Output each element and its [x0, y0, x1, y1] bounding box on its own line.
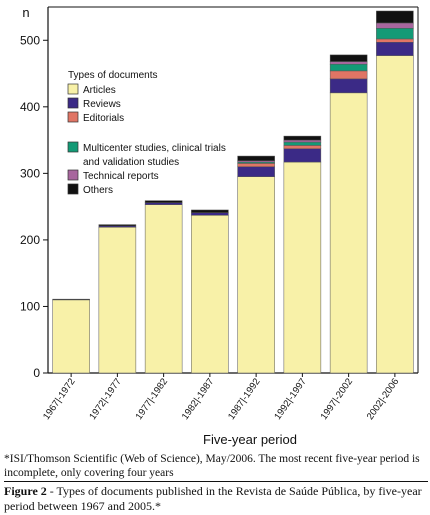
y-tick-label: 300 [20, 166, 40, 180]
bar-segment [376, 42, 414, 56]
bar-segment [283, 139, 322, 143]
legend-entry: Articles [83, 85, 116, 96]
x-tick-label: 1977|-1982 [134, 376, 170, 422]
y-tick-label: 0 [33, 366, 40, 380]
bar-segment [191, 212, 229, 216]
bar-segment [283, 141, 322, 146]
legend-swatch [67, 111, 79, 123]
bar-segment [237, 176, 275, 374]
legend-swatch [67, 141, 79, 153]
bar-segment [144, 200, 183, 203]
y-tick-label: 500 [20, 33, 40, 47]
bar-segment [283, 161, 322, 374]
bar-segment [237, 166, 275, 177]
x-tick-label: 1967|-1972 [41, 376, 77, 422]
x-tick-label: 1992|-1997 [272, 376, 308, 422]
x-tick-label: 1972|-1977 [87, 376, 123, 422]
legend: Types of documents Articles Reviews Editori… [67, 70, 226, 196]
bar-segment [237, 163, 275, 167]
bar-segment [283, 148, 322, 163]
bar-segment [283, 145, 322, 149]
bar-segment [144, 204, 183, 374]
bar-segment [329, 61, 368, 65]
legend-entry: Reviews [83, 99, 121, 110]
bar-segment [237, 155, 275, 161]
bar-segment [98, 227, 137, 374]
x-tick-label: 2002|-2006 [365, 376, 401, 422]
legend-title: Types of documents [68, 70, 158, 81]
caption-divider [4, 481, 428, 482]
legend-swatch [67, 169, 79, 181]
bar-segment [52, 298, 90, 301]
bar-segment [329, 78, 368, 94]
bar-segment [98, 224, 137, 227]
y-tick-label: 100 [20, 299, 40, 313]
x-tick-label: 1982|-1987 [180, 376, 216, 422]
bar-segment [376, 55, 414, 374]
footnote: *ISI/Thomson Scientific (Web of Science)… [4, 453, 420, 479]
legend-entry: Technical reports [83, 171, 159, 182]
bar-segment [329, 63, 368, 72]
bar-segment [376, 28, 414, 40]
x-tick-label: 1987|-1992 [226, 376, 262, 422]
legend-entry: Multicenter studies, clinical trials [83, 143, 226, 154]
legend-swatch [67, 83, 79, 95]
legend-entry: Editorials [83, 113, 124, 124]
bar-segment [329, 70, 368, 80]
bar-segment [376, 22, 414, 29]
bar-segment [376, 10, 414, 24]
y-tick-label: 400 [20, 100, 40, 114]
bar-segment [191, 215, 229, 374]
bar-segment [376, 38, 414, 43]
legend-entry: Others [83, 185, 113, 196]
legend-swatch [67, 97, 79, 109]
bar-segment [283, 135, 322, 141]
x-tick-label: 1997|-2002 [319, 376, 355, 422]
legend-swatch [67, 183, 79, 195]
figure-label: Figure 2 [4, 484, 47, 498]
stacked-bar-chart: 0 100 200 300 400 500 1967|-1972 1972|-1977 197… [20, 5, 419, 447]
y-tick-label: 200 [20, 233, 40, 247]
bar-segment [191, 209, 229, 213]
bars [52, 10, 414, 374]
figure-caption-text: - Types of documents published in the Re… [4, 484, 422, 513]
y-axis-title: n [22, 5, 29, 20]
figure-caption: Figure 2 - Types of documents published … [4, 484, 428, 514]
bar-segment [52, 299, 90, 374]
bar-segment [144, 202, 183, 205]
bar-segment [329, 92, 368, 374]
bar-segment [329, 54, 368, 62]
x-axis-title: Five-year period [203, 432, 297, 447]
x-axis: 1967|-1972 1972|-1977 1977|-1982 1982|-1987… [41, 373, 401, 422]
legend-entry: and validation studies [83, 157, 179, 168]
